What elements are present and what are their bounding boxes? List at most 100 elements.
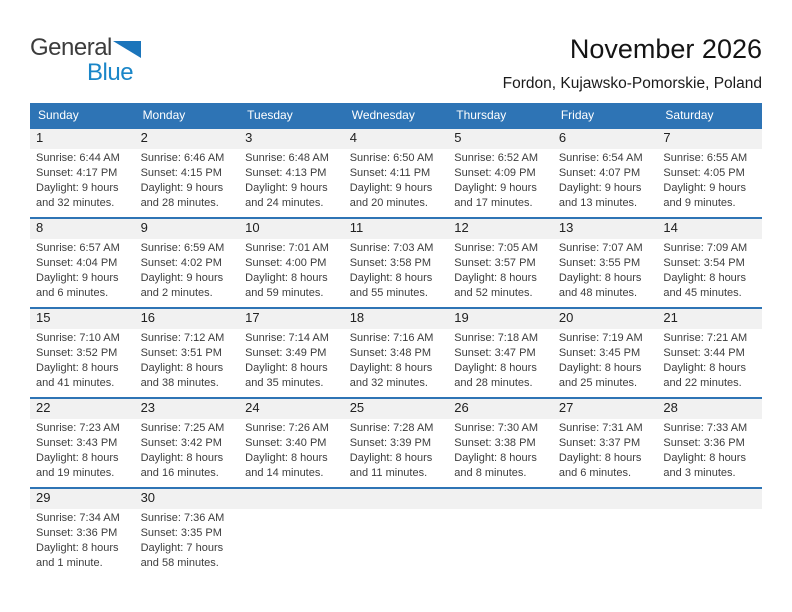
day-number-26: 26 [454,400,469,415]
daylight-text-line1: Daylight: 9 hours [558,182,642,194]
sunset-text: Sunset: 3:48 PM [349,347,432,359]
empty-day-details [657,509,762,571]
sunrise-text: Sunrise: 7:36 AM [140,512,225,524]
day-details-23: Sunrise: 7:25 AM Sunset: 3:42 PM Daylight:… [135,419,240,481]
day-number-14: 14 [663,220,678,235]
day-number-18: 18 [349,310,365,325]
day-details-6: Sunrise: 6:54 AM Sunset: 4:07 PM Daylight:… [553,149,658,211]
sunrise-text: Sunrise: 6:44 AM [36,152,120,164]
daylight-text-line2: and 14 minutes. [245,467,324,479]
sunrise-text: Sunrise: 7:28 AM [349,422,434,434]
sunset-text: Sunset: 4:09 PM [454,167,536,179]
empty-day-number [239,489,344,509]
day-number-1: 1 [36,130,44,145]
empty-day-details [553,509,658,571]
day-number-12: 12 [454,220,469,235]
day-details-19: Sunrise: 7:18 AM Sunset: 3:47 PM Daylight:… [448,329,553,391]
day-number-20: 20 [558,310,574,325]
day-details-27: Sunrise: 7:31 AM Sunset: 3:37 PM Daylight:… [553,419,658,481]
sunrise-text: Sunrise: 6:52 AM [454,152,539,164]
sunset-text: Sunset: 3:45 PM [558,347,641,359]
daylight-text-line2: and 38 minutes. [140,377,219,389]
day-number-25: 25 [349,400,365,415]
daylight-text-line2: and 24 minutes. [245,197,324,209]
daylight-text-line2: and 19 minutes. [36,467,115,479]
sunset-text: Sunset: 3:52 PM [36,347,118,359]
title-block: November 2026 Fordon, Kujawsko-Pomorskie… [503,34,762,93]
daylight-text-line2: and 9 minutes. [663,197,736,209]
day-details-12: Sunrise: 7:05 AM Sunset: 3:57 PM Daylight:… [448,239,553,301]
day-details-9: Sunrise: 6:59 AM Sunset: 4:02 PM Daylight:… [135,239,240,301]
day-number-15: 15 [36,310,51,325]
daylight-text-line2: and 59 minutes. [245,287,324,299]
daylight-text-line2: and 45 minutes. [663,287,742,299]
week-row: 22 23 24 25 26 27 28 Sunrise: 7:23 AM Sunset: 3:… [30,397,762,487]
day-details-band: Sunrise: 7:23 AM Sunset: 3:43 PM Daylight:… [30,419,762,481]
daylight-text-line1: Daylight: 9 hours [349,182,433,194]
daylight-text-line1: Daylight: 8 hours [140,452,224,464]
weekday-tuesday: Tuesday [247,108,293,122]
week-row: 8 9 10 11 12 13 14 Sunrise: 6:57 AM Sunset: 4:04… [30,217,762,307]
week-row: 29 30 Sunrise: 7:34 AM Sunset: 3:36 PM Dayli… [30,487,762,577]
day-number-11: 11 [349,220,364,235]
sunset-text: Sunset: 3:35 PM [140,527,222,539]
day-number-21: 21 [663,310,678,325]
daylight-text-line1: Daylight: 8 hours [558,362,642,374]
sunrise-text: Sunrise: 6:55 AM [663,152,748,164]
sunrise-text: Sunrise: 7:30 AM [454,422,539,434]
daylight-text-line1: Daylight: 8 hours [245,272,328,284]
day-details-band: Sunrise: 7:34 AM Sunset: 3:36 PM Daylight:… [30,509,762,571]
weekday-wednesday: Wednesday [351,108,415,122]
day-number-3: 3 [245,130,253,145]
day-number-band: 1 2 3 4 5 6 7 [30,129,762,149]
day-details-14: Sunrise: 7:09 AM Sunset: 3:54 PM Daylight:… [657,239,762,301]
daylight-text-line1: Daylight: 8 hours [140,362,224,374]
sunrise-text: Sunrise: 7:07 AM [558,242,643,254]
daylight-text-line2: and 17 minutes. [454,197,533,209]
day-details-26: Sunrise: 7:30 AM Sunset: 3:38 PM Daylight:… [448,419,553,481]
day-number-24: 24 [245,400,260,415]
day-details-11: Sunrise: 7:03 AM Sunset: 3:58 PM Daylight:… [344,239,449,301]
sunrise-text: Sunrise: 7:05 AM [454,242,539,254]
sunrise-text: Sunrise: 7:10 AM [36,332,120,344]
sunset-text: Sunset: 4:02 PM [140,257,222,269]
day-details-22: Sunrise: 7:23 AM Sunset: 3:43 PM Daylight:… [30,419,135,481]
sunset-text: Sunset: 3:51 PM [140,347,222,359]
day-number-5: 5 [454,130,462,145]
day-details-17: Sunrise: 7:14 AM Sunset: 3:49 PM Daylight:… [239,329,344,391]
daylight-text-line1: Daylight: 8 hours [349,452,433,464]
sunset-text: Sunset: 4:15 PM [140,167,222,179]
day-number-2: 2 [140,130,148,145]
sunrise-text: Sunrise: 6:46 AM [140,152,225,164]
sunset-text: Sunset: 4:11 PM [349,167,431,179]
daylight-text-line1: Daylight: 9 hours [663,182,746,194]
sunset-text: Sunset: 4:05 PM [663,167,745,179]
day-number-band: 8 9 10 11 12 13 14 [30,219,762,239]
weekday-monday: Monday [142,108,186,122]
day-details-30: Sunrise: 7:36 AM Sunset: 3:35 PM Daylight:… [135,509,240,571]
sunset-text: Sunset: 4:00 PM [245,257,327,269]
empty-day-number [448,489,553,509]
weekday-sunday: Sunday [38,108,79,122]
daylight-text-line2: and 32 minutes. [36,197,115,209]
sunrise-text: Sunrise: 7:03 AM [349,242,434,254]
sunset-text: Sunset: 3:57 PM [454,257,536,269]
daylight-text-line1: Daylight: 9 hours [140,182,224,194]
day-details-7: Sunrise: 6:55 AM Sunset: 4:05 PM Daylight:… [657,149,762,211]
day-details-1: Sunrise: 6:44 AM Sunset: 4:17 PM Daylight:… [30,149,135,211]
daylight-text-line1: Daylight: 8 hours [349,272,433,284]
day-number-16: 16 [140,310,156,325]
sunrise-text: Sunrise: 7:31 AM [558,422,643,434]
sunrise-text: Sunrise: 7:33 AM [663,422,748,434]
sunset-text: Sunset: 4:07 PM [558,167,641,179]
sunrise-text: Sunrise: 7:21 AM [663,332,748,344]
empty-day-details [239,509,344,571]
empty-day-number [344,489,449,509]
sunset-text: Sunset: 3:43 PM [36,437,118,449]
daylight-text-line2: and 58 minutes. [140,557,219,569]
day-number-4: 4 [349,130,357,145]
sunrise-text: Sunrise: 7:16 AM [349,332,434,344]
daylight-text-line2: and 32 minutes. [349,377,428,389]
day-number-22: 22 [36,400,51,415]
daylight-text-line2: and 6 minutes. [558,467,631,479]
